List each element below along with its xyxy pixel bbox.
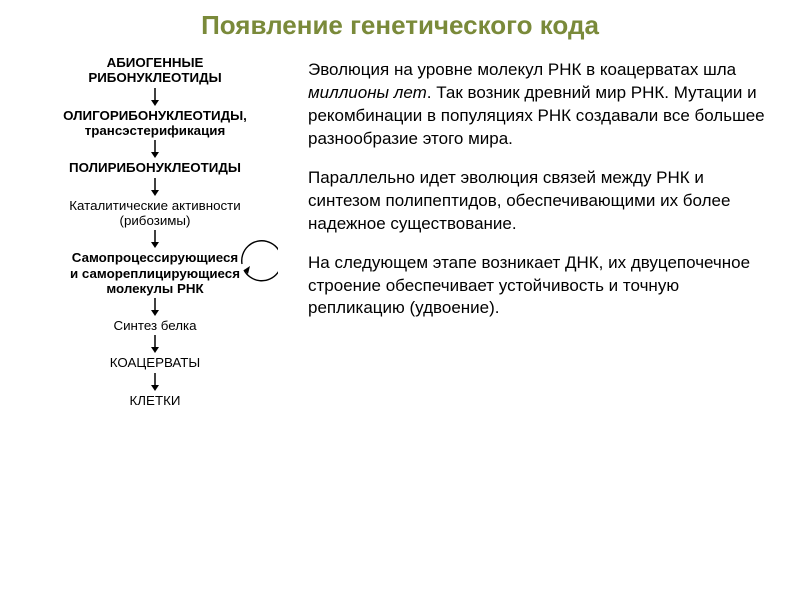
paragraph-1: Эволюция на уровне молекул РНК в коацерв… bbox=[308, 59, 772, 151]
flow-node: АБИОГЕННЫЕРИБОНУКЛЕОТИДЫ bbox=[88, 55, 221, 86]
flow-node: КЛЕТКИ bbox=[130, 393, 181, 408]
flow-node: КОАЦЕРВАТЫ bbox=[110, 355, 200, 370]
paragraph-3: На следующем этапе возникает ДНК, их дву… bbox=[308, 252, 772, 321]
flow-node: Самопроцессирующиесяи самореплицирующиес… bbox=[70, 250, 240, 296]
title-text: Появление генетического кода bbox=[201, 10, 599, 40]
paragraph-2: Параллельно идет эволюция связей между Р… bbox=[308, 167, 772, 236]
p1-pre: Эволюция на уровне молекул РНК в коацерв… bbox=[308, 60, 736, 79]
flow-arrow-icon bbox=[148, 140, 162, 158]
flow-node: Каталитические активности(рибозимы) bbox=[69, 198, 240, 229]
flowchart: АБИОГЕННЫЕРИБОНУКЛЕОТИДЫ ОЛИГОРИБОНУКЛЕОТ… bbox=[20, 49, 290, 410]
page-title: Появление генетического кода bbox=[0, 0, 800, 49]
flow-arrow-icon bbox=[148, 335, 162, 353]
self-loop-icon bbox=[232, 236, 278, 282]
flow-node: Синтез белка bbox=[113, 318, 196, 333]
flow-arrow-icon bbox=[148, 298, 162, 316]
flow-node: ПОЛИРИБОНУКЛЕОТИДЫ bbox=[69, 160, 241, 175]
flow-node: ОЛИГОРИБОНУКЛЕОТИДЫ,трансэстерификация bbox=[63, 108, 247, 139]
flow-arrow-icon bbox=[148, 373, 162, 391]
body-text: Эволюция на уровне молекул РНК в коацерв… bbox=[290, 49, 780, 410]
flow-arrow-icon bbox=[148, 178, 162, 196]
flow-node-selfloop-wrap: Самопроцессирующиесяи самореплицирующиес… bbox=[70, 250, 240, 296]
flow-arrow-icon bbox=[148, 88, 162, 106]
flow-arrow-icon bbox=[148, 230, 162, 248]
content-row: АБИОГЕННЫЕРИБОНУКЛЕОТИДЫ ОЛИГОРИБОНУКЛЕОТ… bbox=[0, 49, 800, 410]
p1-em: миллионы лет bbox=[308, 83, 427, 102]
